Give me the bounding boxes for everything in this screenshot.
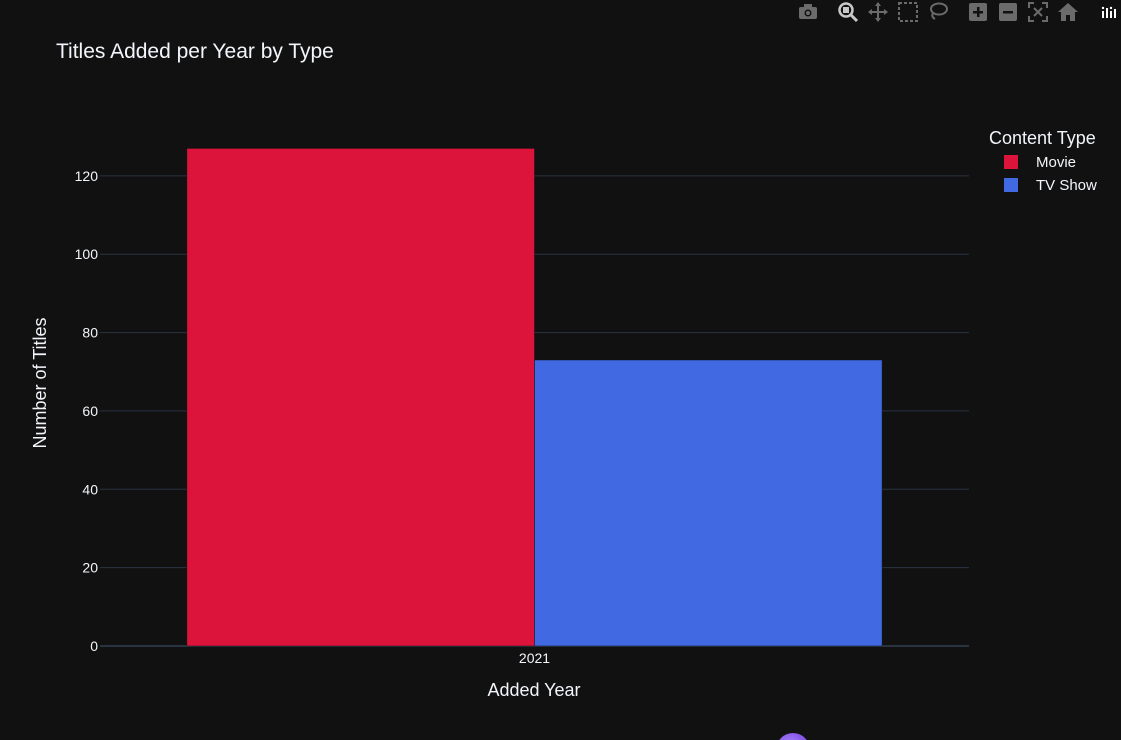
legend-swatch — [1004, 155, 1018, 169]
x-tick-label: 2021 — [519, 650, 550, 666]
modebar — [790, 0, 1121, 24]
legend-label: TV Show — [1036, 177, 1097, 194]
y-tick-label: 120 — [75, 168, 99, 184]
y-tick-label: 20 — [82, 560, 98, 576]
zoom-icon[interactable] — [836, 0, 860, 24]
y-axis-ticks: 0 20 40 60 80 100 120 — [75, 168, 99, 654]
pan-icon[interactable] — [866, 0, 890, 24]
legend-item-tv-show[interactable]: TV Show — [1004, 177, 1097, 194]
lasso-select-icon[interactable] — [926, 0, 950, 24]
zoom-out-icon[interactable] — [996, 0, 1020, 24]
legend: Content Type Movie TV Show — [989, 128, 1097, 194]
bar-tv-show[interactable] — [534, 359, 883, 647]
y-tick-label: 40 — [82, 481, 98, 497]
bar-movie[interactable] — [186, 148, 535, 647]
box-select-icon[interactable] — [896, 0, 920, 24]
camera-icon[interactable] — [796, 0, 820, 24]
x-axis-ticks: 2021 — [519, 650, 550, 666]
autoscale-icon[interactable] — [1026, 0, 1050, 24]
legend-swatch — [1004, 178, 1018, 192]
assistant-orb-icon[interactable] — [776, 733, 810, 740]
x-axis-title: Added Year — [487, 680, 580, 700]
y-tick-label: 60 — [82, 403, 98, 419]
legend-label: Movie — [1036, 154, 1076, 171]
chart-title: Titles Added per Year by Type — [56, 40, 334, 63]
reset-axes-icon[interactable] — [1056, 0, 1080, 24]
y-tick-label: 80 — [82, 325, 98, 341]
y-tick-label: 0 — [90, 638, 98, 654]
zoom-in-icon[interactable] — [966, 0, 990, 24]
y-axis-title: Number of Titles — [30, 317, 50, 448]
bars — [186, 148, 883, 647]
y-tick-label: 100 — [75, 246, 99, 262]
legend-title: Content Type — [989, 128, 1096, 148]
legend-item-movie[interactable]: Movie — [1004, 154, 1076, 171]
plotly-logo-icon[interactable] — [1096, 0, 1120, 24]
